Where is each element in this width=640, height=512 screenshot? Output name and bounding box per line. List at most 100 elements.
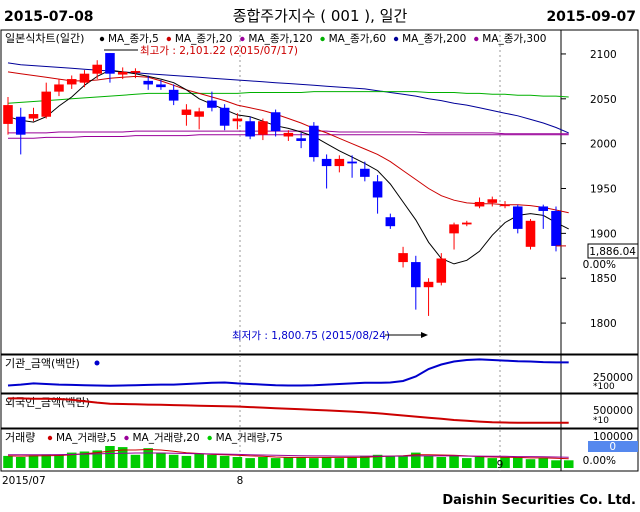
candle-body	[270, 112, 281, 132]
price-y-tick-label: 1800	[590, 318, 617, 330]
price-panel-frame	[0, 29, 639, 355]
candle	[321, 154, 332, 189]
volume-bar	[538, 458, 549, 468]
candle-body	[525, 220, 536, 247]
volume-bar	[411, 452, 421, 468]
candle	[232, 113, 243, 130]
legend-dot	[393, 36, 399, 42]
candle	[436, 253, 447, 286]
volume-bar	[194, 453, 204, 468]
volume-bar	[309, 458, 319, 468]
candle-body	[181, 109, 192, 115]
institution-panel-frame	[0, 354, 639, 394]
candle	[512, 204, 523, 234]
volume-bar	[117, 447, 128, 468]
volume-bar	[449, 455, 459, 468]
candle-body	[474, 201, 485, 207]
chart-title: 종합주가지수 ( 001 ), 일간	[233, 7, 408, 25]
candle	[372, 175, 383, 214]
candle	[219, 104, 230, 131]
low-annotation: 최저가 : 1,800.75 (2015/08/24)	[232, 330, 428, 342]
last-price-box	[587, 243, 639, 259]
candle	[500, 201, 510, 209]
volume-bar	[334, 458, 345, 468]
institution-title: 기관_금액(백만)	[5, 357, 80, 370]
candle-body	[360, 168, 370, 177]
volume-bar	[283, 457, 294, 468]
legend-item-label: MA_종가,120	[248, 33, 312, 45]
candle-body	[462, 222, 472, 225]
volume-bar	[551, 460, 561, 468]
price-y-tick-label: 2100	[590, 49, 617, 61]
institution-tick: 250000	[593, 372, 633, 384]
candle-body	[347, 161, 357, 164]
candle	[347, 155, 357, 178]
candle-body	[283, 132, 294, 137]
candle	[398, 246, 408, 268]
volume-legend-dot	[124, 435, 129, 441]
legend-item-label: MA_종가,60	[329, 33, 387, 45]
candle-body	[449, 224, 459, 234]
candle	[411, 255, 421, 310]
candle	[360, 161, 370, 182]
candle-body	[194, 111, 204, 117]
price-y-tick-label: 2050	[590, 94, 617, 106]
volume-legend-label: MA_거래량,75	[216, 432, 283, 444]
volume-legend: MA_거래량,5 MA_거래량,20 MA_거래량,75	[47, 432, 283, 444]
volume-bar	[168, 454, 179, 468]
candle-body	[436, 258, 447, 283]
candle-body	[143, 80, 153, 85]
low-annotation-label: 최저가 : 1,800.75 (2015/08/24)	[232, 330, 390, 342]
volume-bar	[54, 454, 64, 468]
price-y-axis: 1800 1850 1900 1950 2000 2050 2100	[561, 49, 617, 330]
price-y-tick-label: 1900	[590, 228, 617, 240]
price-grid	[239, 30, 501, 471]
volume-bar	[270, 458, 281, 468]
candle-body	[334, 158, 345, 167]
volume-tick: 100000	[593, 431, 633, 443]
legend-item-label: MA_종가,5	[108, 33, 159, 45]
x-tick-right: 9	[497, 459, 504, 471]
candle-body	[232, 118, 243, 122]
candle-body	[130, 70, 141, 73]
last-price-label: 1,886.04	[589, 246, 636, 258]
volume-change-label: 0.00%	[583, 455, 616, 467]
price-legend: 일본식차트(일간) MA_종가,5 MA_종가,20 MA_종가,120 MA_종가,…	[5, 31, 546, 45]
volume-legend-dot	[47, 435, 53, 441]
ma200-line	[7, 62, 569, 134]
volume-bar	[207, 454, 217, 468]
volume-bar	[258, 457, 268, 468]
volume-bar	[347, 457, 357, 468]
volume-bar	[385, 455, 396, 468]
candle	[296, 132, 306, 149]
volume-bar	[372, 454, 383, 468]
volume-bar	[41, 454, 52, 468]
volume-bar	[321, 457, 332, 468]
candle-body	[398, 253, 408, 263]
volume-bar	[423, 455, 434, 468]
candle-body	[538, 206, 549, 211]
candle	[258, 118, 268, 141]
volume-bar	[143, 448, 153, 468]
candle-body	[423, 281, 434, 288]
candle	[130, 68, 141, 79]
candle-body	[321, 158, 332, 167]
volume-bar	[105, 446, 115, 468]
institution-line	[7, 358, 569, 387]
candle-body	[309, 125, 319, 158]
candle-body	[411, 262, 421, 288]
x-tick-mid: 8	[237, 475, 244, 487]
institution-unit: *100	[593, 382, 615, 392]
candle-body	[385, 217, 396, 227]
price-change-label: 0.00%	[583, 259, 616, 271]
volume-bar	[28, 455, 39, 468]
candle	[334, 155, 345, 173]
foreign-unit: *10	[593, 416, 609, 426]
volume-last-label: 0	[609, 441, 616, 453]
legend-dot	[320, 36, 325, 42]
volume-bar	[462, 458, 472, 468]
candle-body	[3, 105, 13, 124]
volume-bar	[245, 458, 255, 468]
candle	[15, 107, 26, 155]
